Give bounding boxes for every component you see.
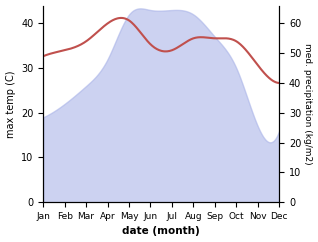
Y-axis label: max temp (C): max temp (C) [5,70,16,138]
Y-axis label: med. precipitation (kg/m2): med. precipitation (kg/m2) [303,43,313,165]
X-axis label: date (month): date (month) [122,227,200,236]
